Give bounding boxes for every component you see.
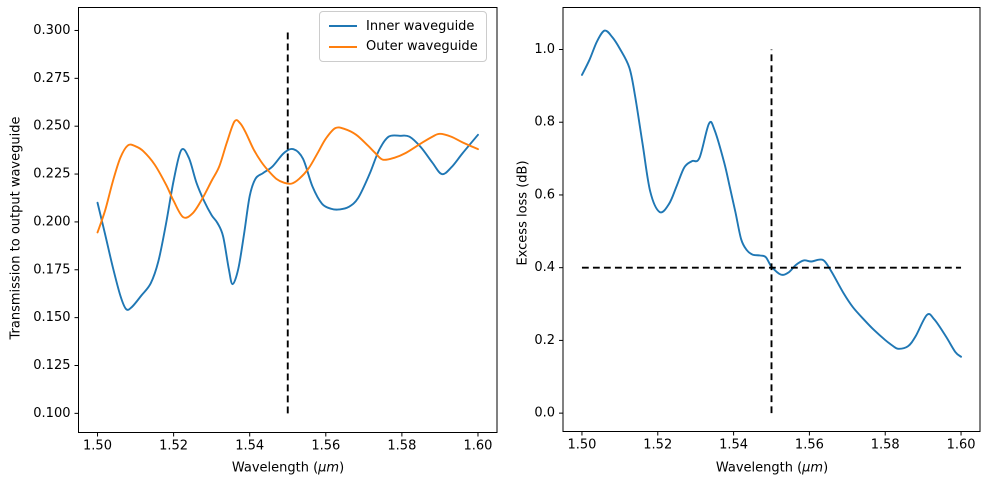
x-tick-label: 1.52 <box>643 437 672 452</box>
right-y-axis-label: Excess loss (dB) <box>515 160 531 266</box>
y-tick-label: 0.300 <box>33 23 70 38</box>
left-x-axis-label: Wavelength (μm) <box>232 461 344 476</box>
x-tick-label: 1.58 <box>871 437 900 452</box>
micrometer-symbol: μm <box>318 460 340 476</box>
left-y-axis-label: Transmission to output waveguide <box>8 116 24 340</box>
legend-label-outer-waveguide: Outer waveguide <box>366 39 478 55</box>
subplot-1: 1.50 1.52 1.54 1.56 1.58 1.60 0.0 0.2 0.4 0.6 0.8 1… <box>534 7 981 452</box>
legend-item-outer-waveguide: Outer waveguide <box>329 40 478 53</box>
y-tick-label: 0.0 <box>534 406 555 421</box>
axes-spines <box>78 7 498 433</box>
x-axis-label-close: ) <box>823 460 829 476</box>
x-axis-label-text: Wavelength ( <box>231 460 319 476</box>
x-tick-label: 1.54 <box>719 437 748 452</box>
x-tick-label: 1.56 <box>311 438 340 453</box>
outer-waveguide-line-sample <box>329 45 357 48</box>
x-tick-label: 1.52 <box>159 438 188 453</box>
y-tick-label: 0.275 <box>33 71 70 86</box>
x-tick-label: 1.60 <box>464 438 493 453</box>
x-tick-label: 1.56 <box>795 437 824 452</box>
y-tick-label: 0.2 <box>534 333 555 348</box>
y-tick-label: 0.175 <box>33 262 70 277</box>
y-tick-label: 0.4 <box>534 260 555 275</box>
micrometer-symbol: μm <box>802 460 824 476</box>
inner-waveguide-curve <box>96 133 479 311</box>
x-tick-label: 1.60 <box>947 437 976 452</box>
y-tick-label: 0.200 <box>33 214 70 229</box>
excess-loss-curve <box>581 29 962 358</box>
y-tick-label: 1.0 <box>534 42 555 57</box>
x-axis-label-text: Wavelength ( <box>715 460 803 476</box>
x-tick-label: 1.50 <box>83 438 112 453</box>
x-tick-label: 1.58 <box>387 438 416 453</box>
inner-waveguide-line-sample <box>329 25 357 28</box>
y-tick-label: 0.225 <box>33 167 70 182</box>
x-axis-label-close: ) <box>339 460 345 476</box>
legend-label-inner-waveguide: Inner waveguide <box>366 18 475 34</box>
outer-waveguide-curve <box>96 119 479 234</box>
axes-spines <box>562 7 981 432</box>
x-tick-label: 1.54 <box>235 438 264 453</box>
y-tick-label: 0.250 <box>33 119 70 134</box>
legend-item-inner-waveguide: Inner waveguide <box>329 20 478 33</box>
subplot-0: 1.50 1.52 1.54 1.56 1.58 1.60 0.100 0.125 0.150 0… <box>33 7 498 453</box>
y-tick-label: 0.125 <box>33 358 70 373</box>
legend-box: Inner waveguide Outer waveguide <box>319 11 487 62</box>
y-tick-label: 0.8 <box>534 115 555 130</box>
x-tick-label: 1.50 <box>567 437 596 452</box>
y-tick-label: 0.100 <box>33 406 70 421</box>
right-x-axis-label: Wavelength (μm) <box>716 461 828 476</box>
y-tick-label: 0.150 <box>33 310 70 325</box>
y-tick-label: 0.6 <box>534 187 555 202</box>
